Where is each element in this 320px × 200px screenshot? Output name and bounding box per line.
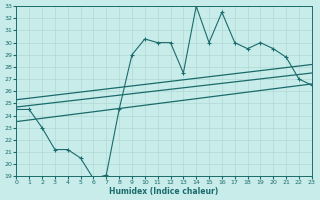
X-axis label: Humidex (Indice chaleur): Humidex (Indice chaleur) (109, 187, 219, 196)
